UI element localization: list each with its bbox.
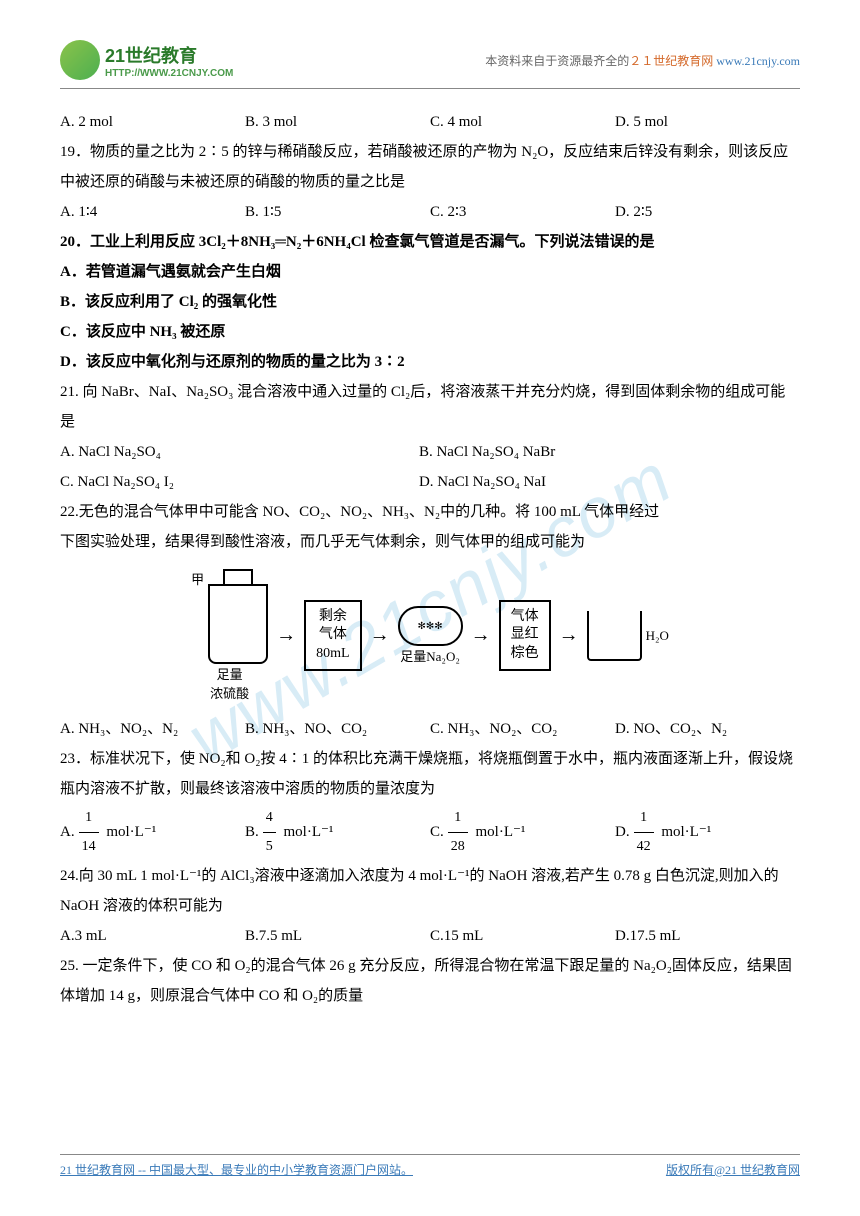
q20-opt-b: B．该反应利用了 Cl₂ 的强氧化性: [60, 287, 800, 317]
q22-options: A. NH₃、NO₂、N₂ B. NH₃、NO、CO₂ C. NH₃、NO₂、C…: [60, 714, 800, 744]
q21-row2: C. NaCl Na₂SO₄ I₂ D. NaCl Na₂SO₄ NaI: [60, 467, 800, 497]
label-h2o: H₂O: [646, 628, 669, 644]
header-divider: [60, 88, 800, 89]
q19-opt-b: B. 1∶5: [245, 197, 430, 227]
q18-options: A. 2 mol B. 3 mol C. 4 mol D. 5 mol: [60, 107, 800, 137]
q20-opt-c: C．该反应中 NH₃ 被还原: [60, 317, 800, 347]
header-source: 本资料来自于资源最齐全的２１世纪教育网 www.21cnjy.com: [485, 52, 800, 69]
q20-opt-d: D．该反应中氧化剂与还原剂的物质的量之比为 3∶2: [60, 347, 800, 377]
q23-options: A.114 mol·L⁻¹ B.45 mol·L⁻¹ C.128 mol·L⁻¹…: [60, 804, 800, 861]
logo-cn: 21世纪教育: [105, 42, 233, 68]
footer-right: 版权所有@21 世纪教育网: [666, 1161, 800, 1178]
q22-text1: 22.无色的混合气体甲中可能含 NO、CO₂、NO₂、NH₃、N₂中的几种。将 …: [60, 497, 800, 527]
label-acid1: 足量: [217, 664, 243, 683]
q21-opt-c: C. NaCl Na₂SO₄ I₂: [60, 467, 415, 497]
q23-opt-d: D.142 mol·L⁻¹: [615, 804, 800, 861]
q21-text: 21. 向 NaBr、NaI、Na₂SO₃ 混合溶液中通入过量的 Cl₂后，将溶…: [60, 377, 800, 437]
q22-opt-c: C. NH₃、NO₂、CO₂: [430, 714, 615, 744]
q24-opt-d: D.17.5 mL: [615, 921, 800, 951]
q20-text: 20．工业上利用反应 3Cl₂＋8NH₃═N₂＋6NH₄Cl 检查氯气管道是否漏…: [60, 227, 800, 257]
q21-row1: A. NaCl Na₂SO₄ B. NaCl Na₂SO₄ NaBr: [60, 437, 800, 467]
arrow-4: →: [559, 624, 579, 647]
brand-text: ２１世纪教育网: [629, 54, 713, 68]
box-remaining-gas: 剩余 气体 80mL: [304, 600, 361, 671]
apparatus-2: ✻✻✻ 足量Na₂O₂: [398, 606, 463, 665]
header-link: www.21cnjy.com: [716, 54, 800, 68]
q21-opt-a: A. NaCl Na₂SO₄: [60, 437, 415, 467]
q23-opt-b: B.45 mol·L⁻¹: [245, 804, 430, 861]
q25-text: 25. 一定条件下，使 CO 和 O₂的混合气体 26 g 充分反应，所得混合物…: [60, 951, 800, 1011]
q24-opt-a: A.3 mL: [60, 921, 245, 951]
box2-l3: 棕色: [511, 645, 539, 663]
q18-opt-d: D. 5 mol: [615, 107, 800, 137]
q22-opt-a: A. NH₃、NO₂、N₂: [60, 714, 245, 744]
q24-opt-b: B.7.5 mL: [245, 921, 430, 951]
q21-opt-d: D. NaCl Na₂SO₄ NaI: [419, 474, 546, 490]
label-na2o2: 足量Na₂O₂: [400, 646, 460, 665]
arrow-2: →: [370, 624, 390, 647]
q19-opt-d: D. 2∶5: [615, 197, 800, 227]
footer-left: 21 世纪教育网 -- 中国最大型、最专业的中小学教育资源门户网站。: [60, 1161, 413, 1178]
arrow-1: →: [276, 624, 296, 647]
page-footer: 21 世纪教育网 -- 中国最大型、最专业的中小学教育资源门户网站。 版权所有@…: [60, 1154, 800, 1178]
q19-options: A. 1∶4 B. 1∶5 C. 2∶3 D. 2∶5: [60, 197, 800, 227]
q19-opt-a: A. 1∶4: [60, 197, 245, 227]
logo-text: 21世纪教育 HTTP://WWW.21CNJY.COM: [105, 42, 233, 79]
q19-opt-c: C. 2∶3: [430, 197, 615, 227]
q18-opt-c: C. 4 mol: [430, 107, 615, 137]
q18-opt-a: A. 2 mol: [60, 107, 245, 137]
q23-opt-a: A.114 mol·L⁻¹: [60, 804, 245, 861]
box1-l3: 80mL: [316, 645, 349, 663]
box1-l2: 气体: [316, 626, 349, 644]
page-header: 21世纪教育 HTTP://WWW.21CNJY.COM 本资料来自于资源最齐全…: [60, 40, 800, 80]
box1-l1: 剩余: [316, 608, 349, 626]
q24-options: A.3 mL B.7.5 mL C.15 mL D.17.5 mL: [60, 921, 800, 951]
q23-opt-c: C.128 mol·L⁻¹: [430, 804, 615, 861]
apparatus-3: H₂O: [587, 611, 669, 661]
label-acid2: 浓硫酸: [210, 683, 249, 702]
arrow-3: →: [471, 624, 491, 647]
logo-area: 21世纪教育 HTTP://WWW.21CNJY.COM: [60, 40, 233, 80]
content-area: 21世纪教育 HTTP://WWW.21CNJY.COM 本资料来自于资源最齐全…: [60, 40, 800, 1011]
na2o2-cloud: ✻✻✻: [398, 606, 463, 646]
q24-text: 24.向 30 mL 1 mol·L⁻¹的 AlCl₃溶液中逐滴加入浓度为 4 …: [60, 861, 800, 921]
q18-opt-b: B. 3 mol: [245, 107, 430, 137]
q20-opt-a: A．若管道漏气遇氨就会产生白烟: [60, 257, 800, 287]
q19-text: 19．物质的量之比为 2∶5 的锌与稀硝酸反应，若硝酸被还原的产物为 N₂O，反…: [60, 137, 800, 197]
label-jia: 甲: [191, 569, 204, 588]
box2-l1: 气体: [511, 608, 539, 626]
q23-text: 23．标准状况下，使 NO₂和 O₂按 4∶1 的体积比充满干燥烧瓶，将烧瓶倒置…: [60, 744, 800, 804]
logo-url: HTTP://WWW.21CNJY.COM: [105, 68, 233, 79]
q24-opt-c: C.15 mL: [430, 921, 615, 951]
box-red-brown: 气体 显红 棕色: [499, 600, 551, 671]
q22-opt-b: B. NH₃、NO、CO₂: [245, 714, 430, 744]
apparatus-1: 甲 足量 浓硫酸: [191, 569, 268, 702]
q22-text2: 下图实验处理，结果得到酸性溶液，而几乎无气体剩余，则气体甲的组成可能为: [60, 527, 800, 557]
q22-opt-d: D. NO、CO₂、N₂: [615, 714, 800, 744]
logo-icon: [60, 40, 100, 80]
q21-opt-b: B. NaCl Na₂SO₄ NaBr: [419, 444, 555, 460]
box2-l2: 显红: [511, 626, 539, 644]
experiment-diagram: 甲 足量 浓硫酸 → 剩余 气体 80mL → ✻✻✻ 足量Na₂O₂ → 气体…: [60, 569, 800, 702]
source-label: 本资料来自于资源最齐全的: [485, 54, 629, 68]
